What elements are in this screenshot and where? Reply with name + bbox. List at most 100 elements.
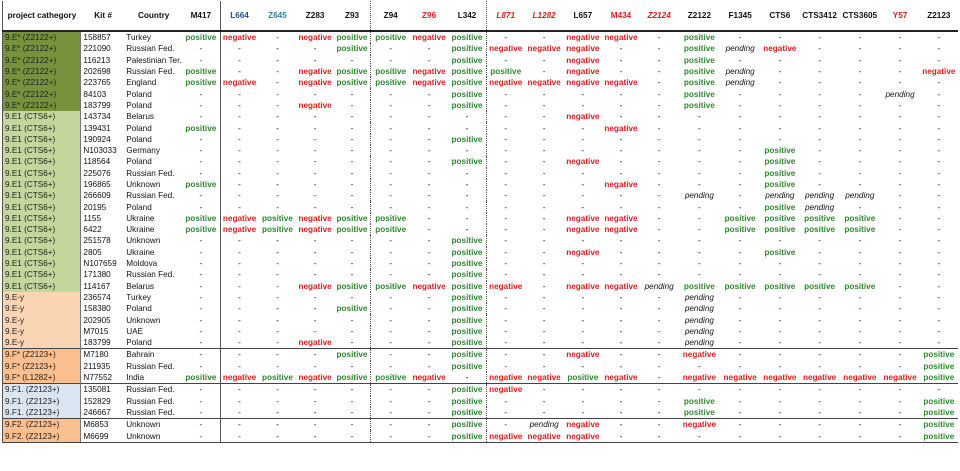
kit-number-cell: 196865 [83,180,111,189]
column-header-l871: L871 [486,1,525,32]
snp-result-cell: - [504,304,508,314]
snp-result-cell: negative [298,33,332,43]
snp-result-cell: - [657,315,661,325]
project-category-cell: 9.E* (Z2122+) [1,65,82,78]
snp-result-cell: - [448,111,487,123]
snp-result-cell: - [818,361,821,371]
snp-result-cell: - [182,360,221,372]
snp-result-cell: - [504,213,508,223]
kit-number-cell: 183799 [83,100,111,110]
snp-result-cell: negative [883,373,917,383]
snp-result-cell: - [427,396,431,406]
snp-result-cell: - [313,236,317,246]
snp-result-cell: - [276,338,279,348]
snp-result-cell: positive [333,280,372,292]
snp-result-cell: - [427,89,431,99]
table-row: 9.E1 (CTS6+) 1155 Ukraine positive negative p… [1,212,959,225]
snp-result-cell: - [818,259,821,269]
table-row: 9.E1 (CTS6+) 139431 Poland positive - - - - - - - -… [1,122,959,134]
country-cell: Unknown [125,430,183,443]
snp-result-cell: - [738,247,742,257]
snp-result-cell: - [898,396,902,406]
table-row: 9.F1. (Z2123+) 135081 Russian Fed. - - - - - - - p… [1,383,958,396]
country-cell: Ukraine [126,213,155,223]
snp-result-cell: - [898,100,902,110]
snp-result-cell: - [937,112,941,122]
snp-result-cell: - [818,168,821,178]
snp-result-cell: - [698,259,701,269]
snp-result-cell: pending [684,292,714,302]
snp-result-cell: - [898,338,902,348]
snp-result-cell: - [182,406,221,419]
snp-result-cell: - [581,191,585,201]
column-header-cts3605: CTS3605 [839,1,881,32]
snp-result-cell: - [640,418,679,431]
snp-result-cell: - [504,315,508,325]
snp-result-cell: - [678,430,721,443]
snp-result-cell: - [182,99,221,112]
snp-result-cell: - [778,100,782,110]
snp-result-cell: - [657,89,661,99]
snp-result-cell: positive [182,371,221,384]
snp-result-cell: - [238,259,241,269]
snp-result-cell: - [313,55,317,65]
snp-result-cell: - [657,100,661,110]
snp-result-cell: negative [563,418,602,431]
snp-result-cell: - [427,259,431,269]
snp-result-cell: - [818,304,821,314]
snp-result-cell: positive [923,361,955,371]
kit-number-cell: M7180 [80,348,126,361]
snp-result-cell: - [504,326,508,336]
snp-result-cell: - [619,259,623,269]
project-category-cell: 9.E1 (CTS6+) [1,280,82,292]
snp-result-cell: - [448,201,487,213]
snp-result-cell: - [276,304,279,314]
snp-result-cell: - [276,361,279,371]
snp-result-cell: - [858,247,862,257]
snp-result-cell: - [182,111,221,123]
snp-result-cell: - [389,168,393,178]
kit-number-cell: 221090 [83,44,111,54]
snp-result-cell: - [619,236,623,246]
snp-result-cell: - [238,146,241,156]
snp-result-cell: - [720,418,760,431]
snp-result-cell: - [657,361,661,371]
snp-result-cell: negative [298,213,332,223]
snp-result-cell: - [182,303,221,315]
snp-result-cell: - [427,315,431,325]
snp-result-cell: - [778,89,782,99]
snp-result-cell: - [448,212,487,225]
snp-result-cell: - [333,144,372,157]
snp-result-cell: - [619,100,623,110]
snp-result-cell: - [619,44,623,54]
snp-result-cell: positive [764,202,796,212]
country-cell: Poland [126,100,152,110]
snp-result-cell: - [898,407,902,417]
snp-result-cell: - [619,55,623,65]
snp-result-cell: - [542,396,546,406]
country-cell: Belarus [126,112,155,122]
snp-result-cell: - [389,315,393,325]
snp-result-cell: - [937,270,941,280]
snp-result-cell: pending [725,78,755,88]
snp-result-cell: - [601,430,641,443]
snp-result-cell: negative [489,373,523,383]
snp-result-cell: negative [566,157,600,167]
snp-result-cell: negative [298,78,332,88]
table-row: 9.E1 (CTS6+) 6422 Ukraine positive negative p… [1,224,959,236]
snp-result-cell: - [296,430,334,443]
snp-result-cell: - [880,348,920,361]
snp-result-cell: - [657,123,661,133]
snp-result-cell: - [581,259,585,269]
snp-result-cell: - [581,168,585,178]
snp-result-cell: negative [682,373,716,383]
snp-result-cell: - [678,383,721,396]
snp-result-cell: - [182,43,221,55]
snp-result-cell: - [333,190,372,202]
snp-result-cell: - [238,326,241,336]
snp-result-cell: - [389,134,393,144]
snp-result-cell: - [389,202,393,212]
snp-result-cell: - [581,146,585,156]
snp-result-cell: - [937,202,941,212]
snp-result-cell: - [937,247,941,257]
